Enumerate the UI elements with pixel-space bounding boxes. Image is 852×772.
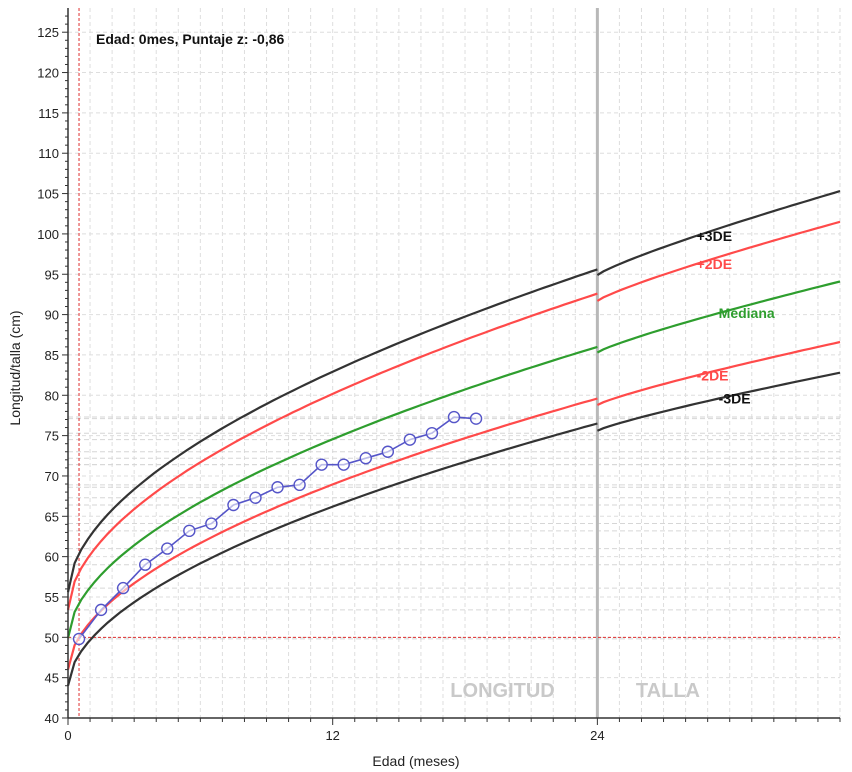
curve-mediana-talla bbox=[596, 280, 841, 354]
curve-plus3de-talla bbox=[596, 190, 841, 277]
y-tick-label: 55 bbox=[45, 590, 59, 605]
data-point bbox=[381, 445, 395, 458]
patient-series bbox=[72, 410, 483, 646]
y-tick-label: 85 bbox=[45, 348, 59, 363]
section-label-longitud: LONGITUD bbox=[450, 680, 554, 702]
data-point bbox=[116, 581, 130, 595]
data-point bbox=[72, 632, 86, 646]
y-tick-label: 100 bbox=[37, 227, 59, 242]
tick-labels: 4045505560657075808590951001051101151201… bbox=[37, 25, 604, 743]
y-tick-label: 70 bbox=[45, 469, 59, 484]
curve-minus3de-talla bbox=[596, 371, 841, 432]
axes bbox=[62, 8, 841, 725]
y-tick-label: 110 bbox=[38, 146, 59, 161]
data-point bbox=[249, 491, 262, 504]
data-point bbox=[447, 410, 461, 424]
x-tick-label: 12 bbox=[325, 728, 339, 743]
data-point bbox=[183, 524, 196, 538]
y-tick-label: 95 bbox=[45, 267, 59, 282]
data-point bbox=[425, 426, 439, 440]
y-tick-label: 50 bbox=[45, 630, 59, 645]
data-point bbox=[315, 458, 328, 471]
curve-labels: +3DE +2DE Mediana -2DE -3DE bbox=[697, 228, 775, 407]
data-point bbox=[227, 498, 240, 512]
y-tick-label: 120 bbox=[37, 66, 59, 81]
y-tick-label: 40 bbox=[45, 711, 59, 726]
reference-curves bbox=[66, 190, 841, 686]
data-point bbox=[359, 452, 372, 465]
curve-minus2de-talla bbox=[596, 340, 841, 406]
data-point bbox=[403, 433, 417, 446]
curve-plus3de-longitud bbox=[66, 268, 598, 593]
curve-minus2de-longitud bbox=[66, 397, 598, 670]
data-point bbox=[138, 558, 152, 571]
data-point bbox=[469, 412, 483, 425]
data-point bbox=[94, 603, 108, 617]
y-tick-label: 125 bbox=[37, 25, 59, 40]
y-tick-label: 80 bbox=[45, 388, 59, 403]
curve-label-plus2de: +2DE bbox=[697, 256, 732, 272]
data-point bbox=[205, 517, 218, 530]
curve-label-minus2de: -2DE bbox=[697, 368, 729, 384]
x-axis-title: Edad (meses) bbox=[372, 753, 459, 769]
curve-label-mediana: Mediana bbox=[719, 305, 775, 321]
x-tick-label: 0 bbox=[64, 728, 71, 743]
data-point bbox=[271, 481, 284, 494]
y-tick-label: 75 bbox=[45, 429, 59, 444]
curve-mediana-longitud bbox=[66, 345, 598, 639]
y-tick-label: 90 bbox=[45, 308, 59, 323]
x-tick-label: 24 bbox=[590, 728, 604, 743]
data-point bbox=[293, 478, 306, 492]
section-label-talla: TALLA bbox=[636, 680, 700, 702]
curve-plus2de-talla bbox=[596, 220, 841, 302]
section-labels: LONGITUD TALLA bbox=[450, 680, 700, 702]
curve-plus2de-longitud bbox=[66, 292, 598, 611]
y-axis-title: Longitud/talla (cm) bbox=[7, 310, 23, 425]
data-point bbox=[337, 458, 350, 471]
y-tick-label: 45 bbox=[45, 671, 59, 686]
y-tick-label: 105 bbox=[37, 187, 59, 202]
y-tick-label: 65 bbox=[45, 509, 59, 524]
data-point bbox=[161, 542, 174, 555]
curve-minus3de-longitud bbox=[66, 422, 598, 686]
grid bbox=[68, 8, 841, 718]
curve-label-plus3de: +3DE bbox=[697, 228, 732, 244]
info-text: Edad: 0mes, Puntaje z: -0,86 bbox=[96, 31, 284, 47]
y-tick-label: 115 bbox=[38, 106, 59, 121]
y-tick-label: 60 bbox=[45, 550, 59, 565]
curve-label-minus3de: -3DE bbox=[719, 391, 751, 407]
